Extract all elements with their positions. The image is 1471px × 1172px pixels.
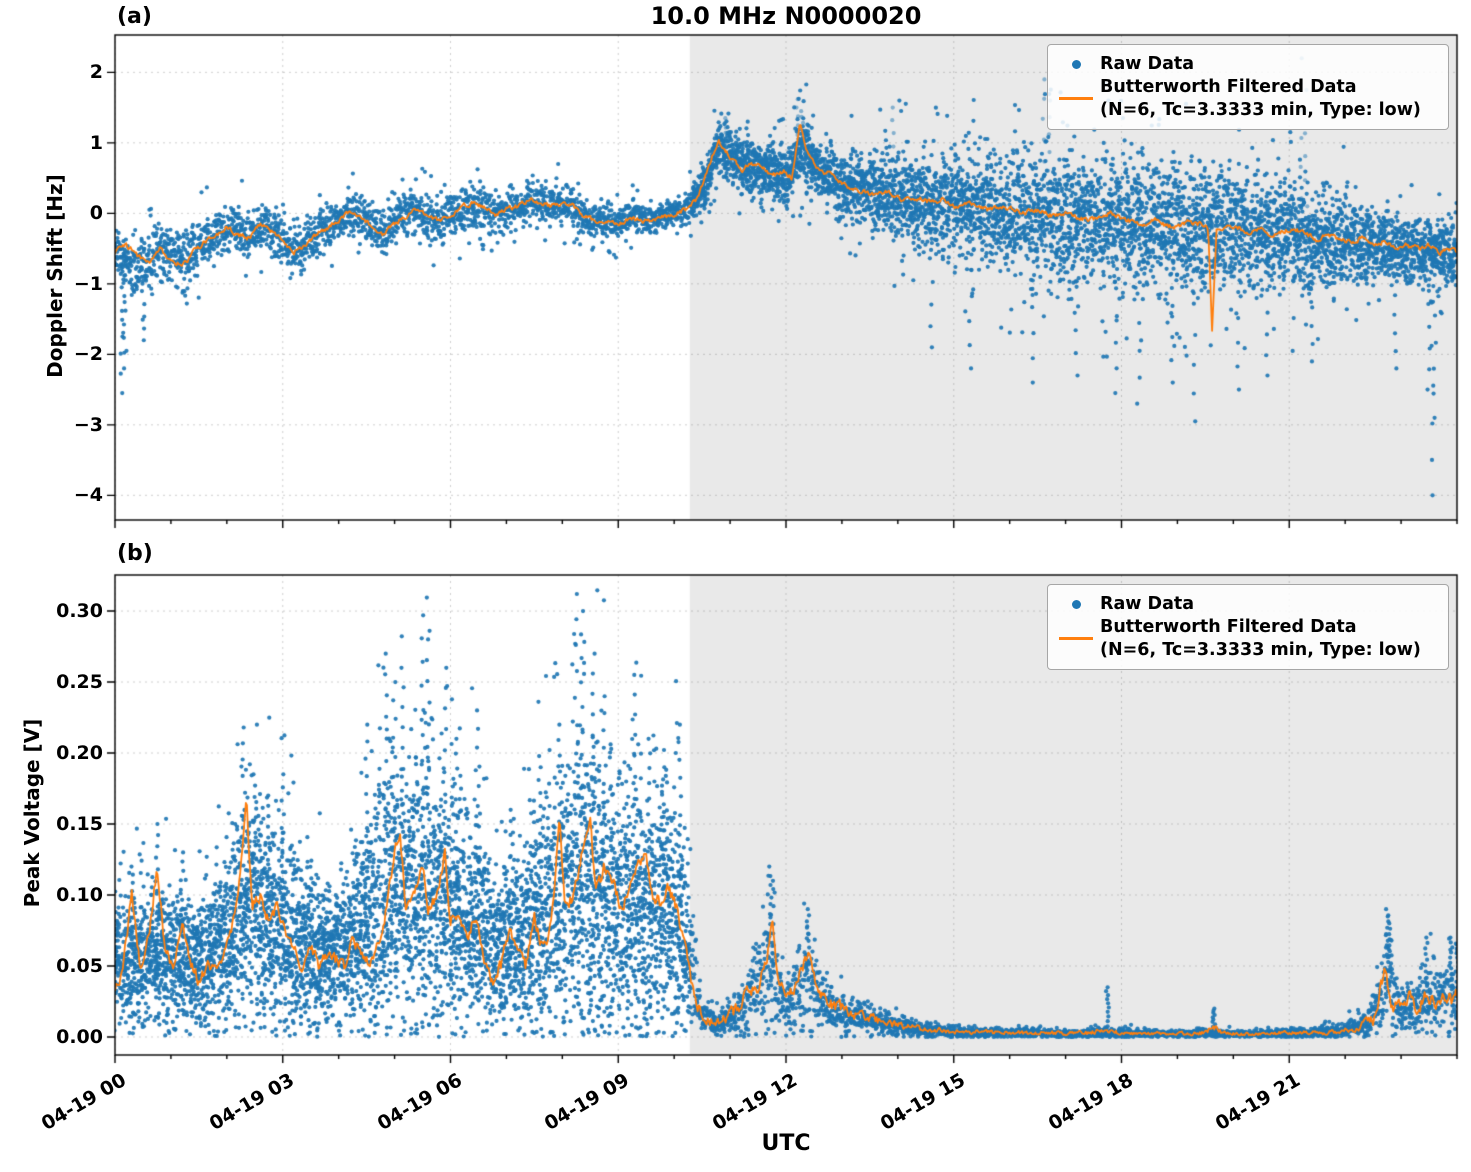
y-tick-label: 0.00 (56, 1025, 103, 1048)
figure-title: 10.0 MHz N0000020 (650, 2, 922, 30)
y-tick-label: 2 (89, 61, 103, 84)
legend-filtered-line1: Butterworth Filtered Data (1100, 77, 1357, 98)
y-tick-label: 0.30 (56, 600, 103, 623)
y-tick-label: 1 (89, 131, 103, 154)
legend-filtered-label: Butterworth Filtered Data (N=6, Tc=3.333… (1100, 76, 1421, 121)
y-tick-label: 0.20 (56, 742, 103, 765)
panel-a-label: (a) (117, 4, 152, 29)
legend-filtered-line2: (N=6, Tc=3.3333 min, Type: low) (1100, 99, 1421, 120)
legend-raw-label: Raw Data (1100, 594, 1195, 614)
legend-filtered-line1: Butterworth Filtered Data (1100, 617, 1357, 638)
y-tick-label: 0.05 (56, 954, 103, 977)
y-tick-label: −2 (73, 343, 103, 366)
y-tick-label: −1 (73, 272, 103, 295)
legend-panel-b: Raw Data Butterworth Filtered Data (N=6,… (1047, 584, 1449, 671)
panel-b-label: (b) (117, 541, 153, 566)
legend-entry-filtered: Butterworth Filtered Data (N=6, Tc=3.333… (1052, 616, 1440, 661)
raw-data-marker-icon (1052, 59, 1100, 69)
y-tick-label: 0.25 (56, 671, 103, 694)
legend-entry-filtered: Butterworth Filtered Data (N=6, Tc=3.333… (1052, 76, 1440, 121)
y-tick-label: 0 (89, 202, 103, 225)
y-tick-label: −4 (73, 484, 103, 507)
legend-filtered-line2: (N=6, Tc=3.3333 min, Type: low) (1100, 639, 1421, 660)
legend-panel-a: Raw Data Butterworth Filtered Data (N=6,… (1047, 44, 1449, 131)
legend-entry-raw: Raw Data (1052, 53, 1440, 75)
y-tick-label: 0.10 (56, 884, 103, 906)
filtered-line-marker-icon (1052, 637, 1100, 641)
legend-filtered-label: Butterworth Filtered Data (N=6, Tc=3.333… (1100, 616, 1421, 661)
y-tick-label: −3 (73, 413, 103, 436)
filtered-line-marker-icon (1052, 97, 1100, 101)
y-tick-label: 0.15 (56, 813, 103, 835)
legend-raw-label: Raw Data (1100, 54, 1195, 74)
raw-data-marker-icon (1052, 599, 1100, 609)
legend-entry-raw: Raw Data (1052, 593, 1440, 615)
x-axis-label: UTC (761, 1131, 811, 1156)
